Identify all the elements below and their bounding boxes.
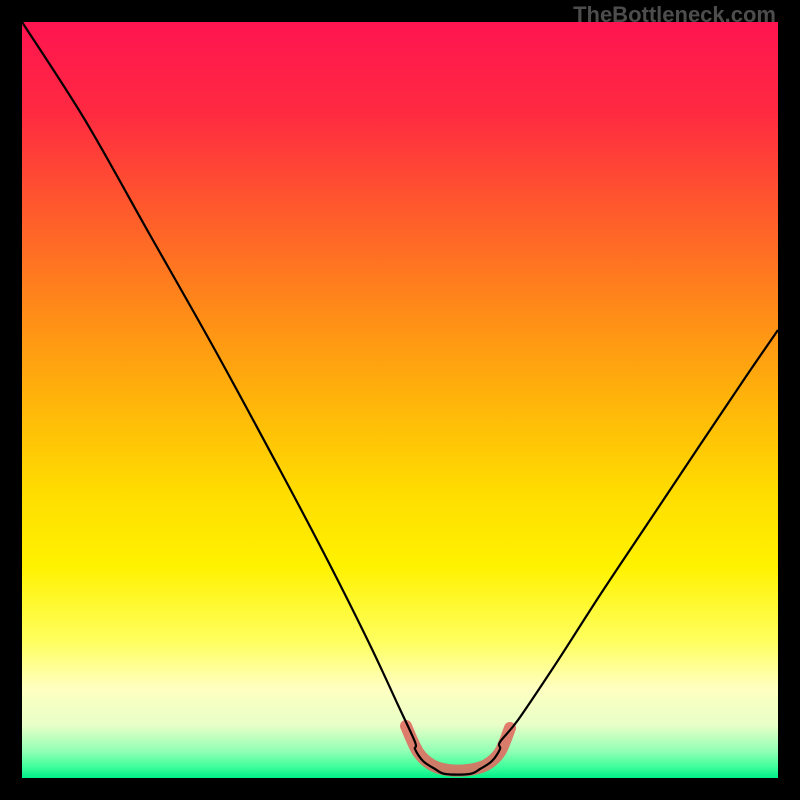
- watermark-text: TheBottleneck.com: [573, 2, 776, 28]
- chart-container: TheBottleneck.com: [0, 0, 800, 800]
- gradient-plot-area: [22, 22, 778, 778]
